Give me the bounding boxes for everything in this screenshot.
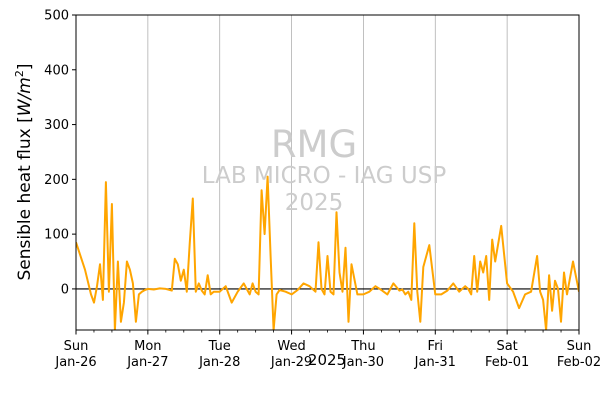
y-axis-title-unit-w: W [15,98,35,116]
y-tick-label-500: 500 [44,9,69,24]
x-tick-date-5: Jan-31 [414,355,456,370]
y-tick-label-300: 300 [44,118,69,133]
x-tick-weekday-0: Sun [64,339,89,354]
x-tick-weekday-3: Wed [277,339,305,354]
y-tick-label-0: 0 [61,282,69,297]
x-tick-date-7: Feb-02 [557,355,601,370]
x-tick-date-4: Jan-30 [342,355,384,370]
x-tick-date-0: Jan-26 [54,355,96,370]
x-tick-date-6: Feb-01 [485,355,529,370]
y-tick-label-400: 400 [44,63,69,78]
x-tick-date-3: Jan-29 [270,355,312,370]
watermark-line-2: LAB MICRO - IAG USP [202,163,447,189]
x-axis-title: 2025 [308,351,346,369]
y-axis-title-main: Sensible heat flux [15,123,35,281]
y-axis-title-unit-slash: / [15,91,35,101]
x-tick-weekday-4: Thu [350,339,375,354]
x-tick-weekday-2: Tue [208,339,231,354]
x-tick-date-2: Jan-28 [198,355,240,370]
x-tick-weekday-5: Fri [428,339,444,354]
x-gridlines [147,15,508,330]
watermark: RMG LAB MICRO - IAG USP 2025 [202,123,447,216]
y-tick-label-200: 200 [44,173,69,188]
watermark-line-1: RMG [271,123,357,166]
x-axis: SunJan-26MonJan-27TueJan-28WedJan-29ThuJ… [54,330,601,370]
y-tick-label-100: 100 [44,228,69,243]
y-axis-title: Sensible heat flux [W/m2] [13,63,35,280]
x-tick-weekday-1: Mon [134,339,161,354]
y-axis-title-unit-m: m [15,77,35,94]
x-tick-weekday-6: Sat [496,339,517,354]
x-tick-date-1: Jan-27 [126,355,168,370]
watermark-line-3: 2025 [285,190,344,216]
y-axis-title-bracket-close: ] [15,63,35,70]
y-axis-title-bracket-open: [ [15,116,35,123]
y-axis: 0 100 200 300 400 500 [44,9,76,297]
y-axis-title-unit-exp: 2 [13,70,26,77]
series-line-sensible-heat-flux [76,175,579,330]
x-tick-weekday-7: Sun [567,339,592,354]
